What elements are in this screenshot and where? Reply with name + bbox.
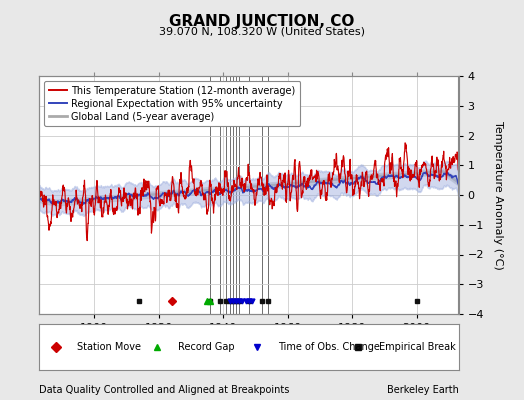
Legend: This Temperature Station (12-month average), Regional Expectation with 95% uncer: This Temperature Station (12-month avera… [44,81,300,126]
Text: Record Gap: Record Gap [178,342,234,352]
Text: Berkeley Earth: Berkeley Earth [387,385,458,395]
Text: GRAND JUNCTION, CO: GRAND JUNCTION, CO [169,14,355,29]
Text: Time of Obs. Change: Time of Obs. Change [278,342,380,352]
Y-axis label: Temperature Anomaly (°C): Temperature Anomaly (°C) [494,121,504,269]
Text: 39.070 N, 108.320 W (United States): 39.070 N, 108.320 W (United States) [159,26,365,36]
Text: Data Quality Controlled and Aligned at Breakpoints: Data Quality Controlled and Aligned at B… [39,385,290,395]
Text: Empirical Break: Empirical Break [379,342,455,352]
Text: Station Move: Station Move [77,342,141,352]
